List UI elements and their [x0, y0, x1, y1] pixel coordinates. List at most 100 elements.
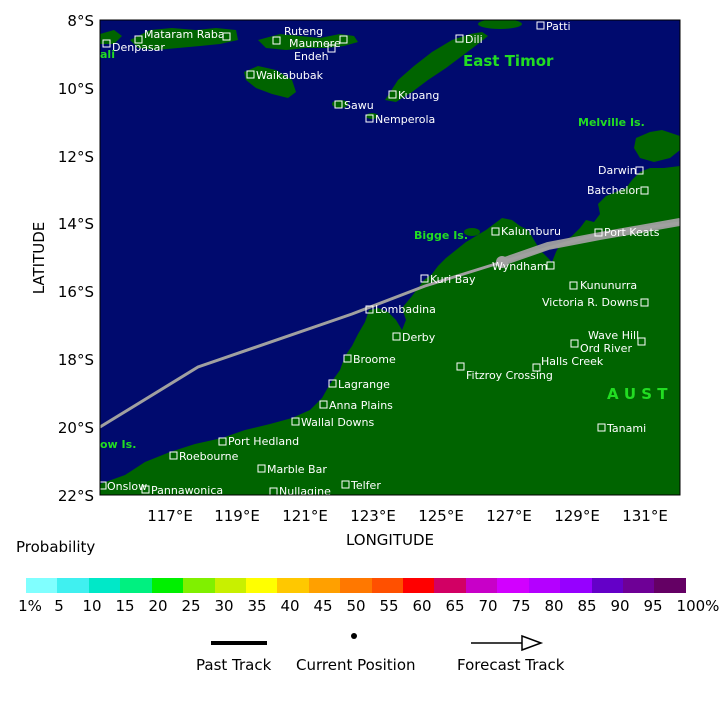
bigge-island [464, 228, 480, 236]
legend-label-0: 1% [18, 597, 42, 615]
marker-victoria-downs [640, 298, 649, 307]
current-position-label: Current Position [296, 656, 416, 674]
marker-port-keats [594, 228, 603, 237]
marker-kupang [388, 90, 397, 99]
marker-mataram [134, 35, 143, 44]
legend-label-19: 95 [643, 597, 663, 615]
label-tanami: Tanami [606, 422, 646, 435]
marker-batchelor [640, 186, 649, 195]
legend-swatch-4 [151, 578, 184, 593]
legend-swatch-10 [340, 578, 372, 593]
label-kuri-bay: Kuri Bay [430, 273, 476, 286]
marker-wallal [291, 417, 300, 426]
marker-telfer [341, 480, 350, 489]
legend-label-16: 80 [544, 597, 564, 615]
past-track-label: Past Track [196, 656, 272, 674]
current-position-symbol [351, 633, 357, 639]
legend-label-2: 10 [82, 597, 102, 615]
marker-ende [327, 44, 336, 53]
legend-label-18: 90 [610, 597, 630, 615]
label-lagrange: Lagrange [338, 378, 390, 391]
legend-swatch-8 [277, 578, 309, 593]
label-patti: Patti [546, 20, 571, 33]
legend-swatch-2 [88, 578, 121, 593]
legend-title: Probability [16, 538, 96, 556]
label-waikabubak: Waikabubak [256, 69, 324, 82]
probability-color-bar [26, 578, 686, 593]
marker-denpasar [102, 39, 111, 48]
marker-lagrange [328, 379, 337, 388]
label-broome: Broome [353, 353, 396, 366]
marker-patti [536, 21, 545, 30]
label-pannawonica: Pannawonica [151, 484, 223, 497]
lat-tick-16s: 16°S [58, 283, 94, 301]
marker-ruteng [272, 36, 281, 45]
legend-swatch-7 [245, 578, 278, 593]
legend-swatch-17 [560, 578, 592, 593]
flores-island [258, 34, 358, 50]
label-lombadina: Lombadina [375, 303, 436, 316]
label-nemperola: Nemperola [375, 113, 435, 126]
lat-tick-14s: 14°S [58, 215, 94, 233]
label-australia: A U S T [607, 385, 668, 403]
label-derby: Derby [402, 331, 436, 344]
label-bigge: Bigge Is. [414, 229, 468, 242]
label-port-keats: Port Keats [604, 226, 660, 239]
marker-dili [455, 34, 464, 43]
marker-broome [343, 354, 352, 363]
legend-label-6: 30 [214, 597, 234, 615]
lon-tick-121e: 121°E [282, 507, 328, 525]
label-kupang: Kupang [398, 89, 439, 102]
sawu-island [332, 100, 348, 108]
north-island [478, 20, 522, 29]
label-ende: Endeh [294, 50, 329, 63]
timor-island [385, 32, 488, 102]
legend-label-4: 20 [148, 597, 168, 615]
label-sawu: Sawu [344, 99, 374, 112]
label-darwin: Darwin [598, 164, 637, 177]
marker-derby [392, 332, 401, 341]
lon-tick-117e: 117°E [147, 507, 193, 525]
lat-tick-8s: 8°S [67, 12, 94, 30]
label-denpasar: Denpasar [112, 41, 165, 54]
label-port-hedland: Port Hedland [228, 435, 299, 448]
label-victoria-downs: Victoria R. Downs [542, 296, 639, 309]
map-frame [99, 19, 681, 496]
marker-kununurra [569, 281, 578, 290]
label-mataram: Mataram Raba [144, 28, 225, 41]
legend-swatch-14 [465, 578, 498, 593]
lat-tick-18s: 18°S [58, 351, 94, 369]
legend-label-1: 5 [54, 597, 64, 615]
label-kununurra: Kununurra [580, 279, 637, 292]
marker-pannawonica [141, 485, 150, 494]
marker-waikabubak [246, 70, 255, 79]
legend-swatch-19 [623, 578, 655, 593]
label-roebourne: Roebourne [179, 450, 239, 463]
label-east-timor: East Timor [463, 52, 554, 70]
legend-label-9: 45 [313, 597, 333, 615]
label-ord-river: Ord River [580, 342, 632, 355]
legend-label-14: 70 [478, 597, 498, 615]
lat-tick-20s: 20°S [58, 419, 94, 437]
track-swath [500, 218, 680, 266]
legend-label-7: 35 [247, 597, 267, 615]
marker-lombadina [365, 305, 374, 314]
forecast-arrow-icon [521, 634, 544, 652]
label-nullagine: Nullagine [279, 485, 331, 498]
lon-tick-123e: 123°E [350, 507, 396, 525]
label-bali: ali [100, 48, 115, 61]
lat-tick-12s: 12°S [58, 148, 94, 166]
x-axis-title: LONGITUDE [346, 531, 434, 549]
label-wyndham: Wyndham [492, 260, 548, 273]
legend-label-11: 55 [379, 597, 399, 615]
marker-anna-plains [319, 400, 328, 409]
marker-maumere [339, 35, 348, 44]
label-onslow: Onslow [107, 480, 147, 493]
legend-label-15: 75 [511, 597, 531, 615]
marker-ord-river [570, 339, 579, 348]
lat-tick-22s: 22°S [58, 487, 94, 505]
lon-tick-119e: 119°E [214, 507, 260, 525]
marker-raba [222, 32, 231, 41]
label-marble-bar: Marble Bar [267, 463, 327, 476]
